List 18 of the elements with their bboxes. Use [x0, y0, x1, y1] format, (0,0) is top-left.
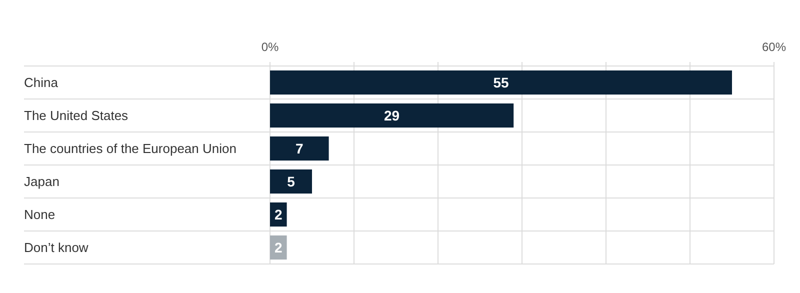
y-tick-label: The United States [24, 108, 129, 124]
x-tick-label: 60% [762, 40, 786, 54]
y-tick-label: China [24, 75, 59, 90]
data-label: 2 [274, 206, 282, 222]
bar [270, 136, 329, 161]
bar [270, 70, 732, 95]
x-tick-label: 0% [261, 40, 279, 54]
data-label: 29 [384, 107, 400, 124]
data-label: 55 [493, 74, 509, 90]
y-tick-label: None [24, 207, 56, 222]
bar [270, 103, 514, 128]
bar [270, 169, 312, 194]
y-tick-label: Japan [24, 174, 60, 190]
data-label: 7 [296, 140, 304, 156]
y-tick-label: Don’t know [24, 240, 89, 256]
data-label: 2 [274, 239, 282, 256]
y-tick-label: The countries of the European Union [24, 141, 236, 156]
data-label: 5 [287, 173, 296, 190]
